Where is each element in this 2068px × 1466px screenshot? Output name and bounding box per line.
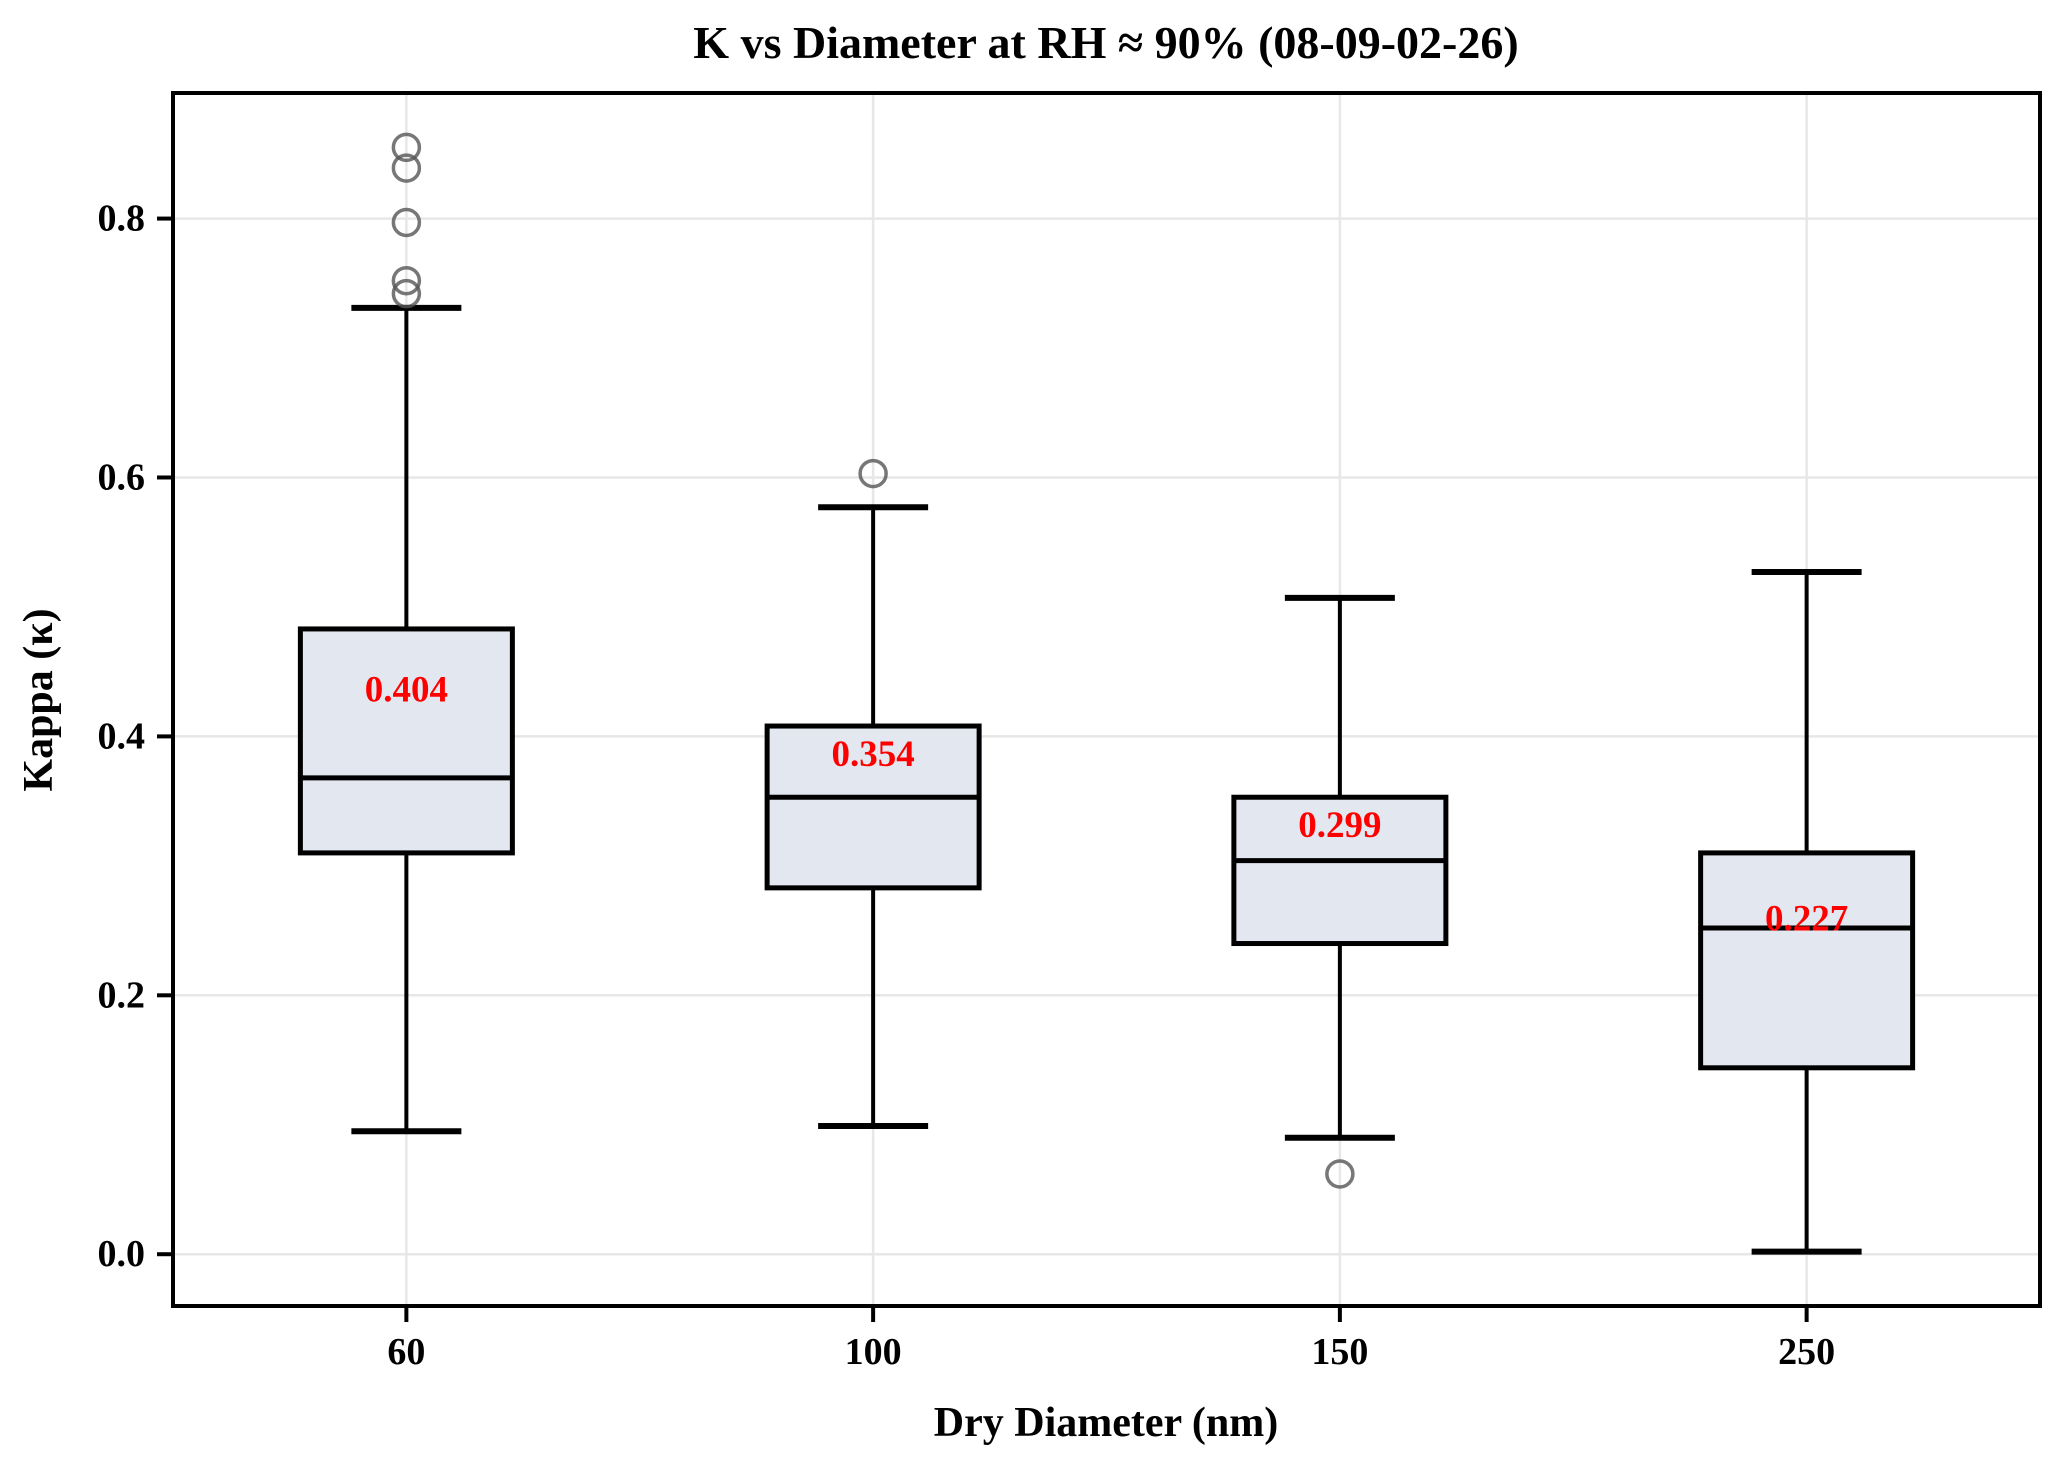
iqr-box bbox=[1698, 850, 1916, 1071]
outlier-point bbox=[1325, 1159, 1355, 1189]
mean-value-label: 0.354 bbox=[832, 734, 915, 775]
iqr-box bbox=[1231, 794, 1449, 947]
outlier-point bbox=[391, 265, 422, 296]
y-tick-label: 0.0 bbox=[98, 1233, 146, 1275]
outlier-point bbox=[391, 278, 422, 309]
outlier-point bbox=[391, 153, 422, 183]
x-axis-label: Dry Diameter (nm) bbox=[934, 1400, 1278, 1446]
mean-value-label: 0.299 bbox=[1298, 805, 1381, 846]
x-tick-label: 250 bbox=[1778, 1331, 1835, 1373]
y-tick-label: 0.2 bbox=[98, 974, 146, 1016]
tick-layer bbox=[157, 216, 1809, 1322]
iqr-box bbox=[297, 626, 515, 856]
y-tick-label: 0.6 bbox=[98, 456, 146, 498]
iqr-box bbox=[764, 723, 982, 891]
y-tick-label: 0.4 bbox=[98, 715, 146, 757]
y-tick-label: 0.8 bbox=[98, 198, 146, 240]
x-tick-label: 150 bbox=[1311, 1331, 1368, 1373]
y-axis-label: Kappa (κ) bbox=[16, 608, 62, 791]
annotation-layer: 0.404 0.354 0.299 0.227 bbox=[365, 669, 1849, 939]
box-group-150 bbox=[1231, 594, 1449, 1189]
mean-value-label: 0.227 bbox=[1765, 898, 1848, 939]
mean-value-label: 0.404 bbox=[365, 669, 448, 710]
outlier-point bbox=[391, 132, 422, 163]
box-layer bbox=[297, 132, 1916, 1255]
chart-title: K vs Diameter at RH ≈ 90% (08-09-02-26) bbox=[693, 17, 1518, 68]
x-tick-label: 60 bbox=[387, 1331, 425, 1373]
box-group-60 bbox=[297, 132, 515, 1135]
outlier-point bbox=[391, 207, 422, 238]
tick-label-layer: 0.0 0.2 0.4 0.6 0.8 60 100 150 250 bbox=[98, 198, 1836, 1373]
x-tick-label: 100 bbox=[845, 1331, 902, 1373]
box-group-100 bbox=[764, 458, 982, 1130]
box-group-250 bbox=[1698, 568, 1916, 1255]
outlier-point bbox=[858, 458, 888, 489]
plot-border bbox=[171, 91, 2042, 1308]
